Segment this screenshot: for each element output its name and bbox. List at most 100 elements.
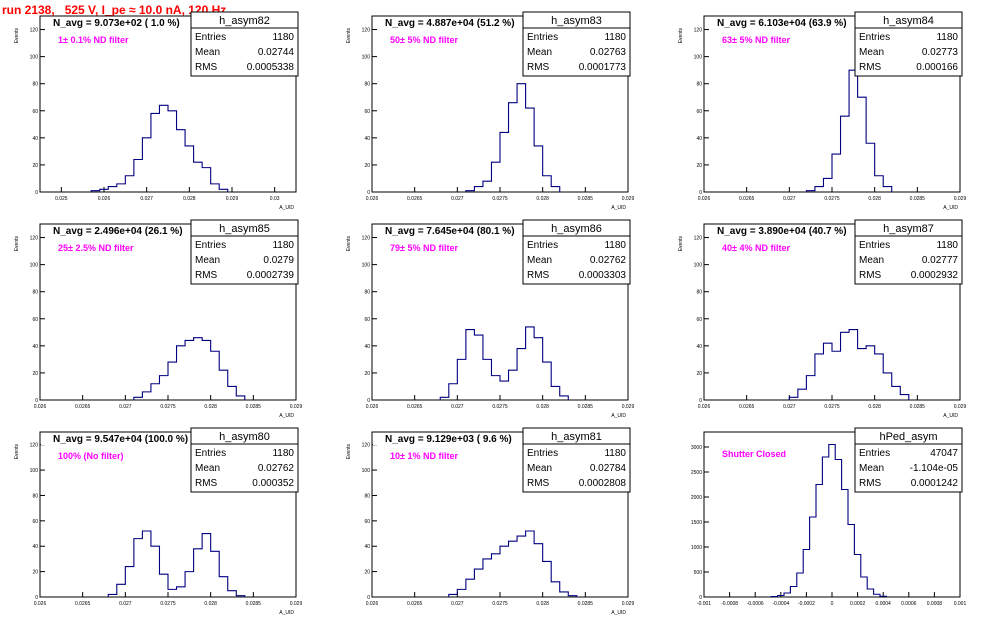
stats-value-entries: 1180 [604, 32, 626, 43]
histogram-name: h_asym80 [219, 431, 270, 443]
y-tick-label: 100 [362, 263, 371, 269]
x-tick-label: 0.028 [536, 601, 549, 607]
stats-label-rms: RMS [527, 62, 550, 73]
y-tick-label: 80 [364, 290, 370, 296]
x-tick-label: 0.0008 [927, 601, 943, 607]
y-tick-label: 120 [362, 28, 371, 34]
y-tick-label: 40 [364, 344, 370, 350]
x-tick-label: 0 [831, 601, 834, 607]
y-tick-label: 0 [699, 398, 702, 404]
histogram-name: h_asym85 [219, 223, 270, 235]
x-tick-label: 0.026 [366, 196, 379, 202]
stats-label-entries: Entries [527, 240, 558, 251]
y-tick-label: 0 [699, 190, 702, 196]
histogram-line [770, 443, 887, 598]
histogram-panel-h_asym81: 0.026 0.0265 0.027 0.0275 0.028 0.0285 0.029 0 2… [346, 427, 635, 616]
stats-label-mean: Mean [859, 47, 884, 58]
x-axis-label: A_UID [943, 413, 958, 419]
stats-box [522, 427, 631, 493]
y-tick-label: 40 [32, 344, 38, 350]
x-tick-label: 0.0285 [246, 404, 262, 410]
x-tick-label: 0.0285 [578, 601, 594, 607]
filter-annotation: 25± 2.5% ND filter [58, 243, 134, 253]
y-tick-label: 80 [696, 290, 702, 296]
x-tick-label: 0.027 [140, 196, 153, 202]
x-tick-label: 0.0265 [75, 404, 91, 410]
stats-box [854, 219, 963, 285]
x-axis-label: A_UID [279, 610, 294, 616]
x-tick-label: 0.029 [622, 601, 635, 607]
stats-value-mean: 0.02762 [590, 255, 627, 266]
stats-value-mean: 0.02762 [258, 463, 295, 474]
stats-value-mean: 0.02744 [258, 47, 295, 58]
x-tick-label: 0.026 [698, 404, 711, 410]
x-tick-label: 0.0265 [75, 601, 91, 607]
histogram-line [133, 337, 246, 400]
stats-value-entries: 1180 [936, 32, 958, 43]
filter-annotation: Shutter Closed [722, 449, 786, 459]
x-tick-label: 0.0285 [578, 196, 594, 202]
stats-box [854, 427, 963, 493]
y-tick-label: 1000 [691, 545, 702, 551]
stats-label-rms: RMS [527, 478, 550, 489]
x-tick-label: 0.028 [204, 601, 217, 607]
title-box [373, 225, 541, 237]
x-tick-label: 0.0275 [160, 601, 176, 607]
title-box [41, 17, 209, 29]
y-tick-label: 120 [30, 28, 39, 34]
y-tick-label: 0 [367, 595, 370, 601]
stats-label-rms: RMS [195, 62, 218, 73]
y-tick-label: 60 [32, 109, 38, 115]
histogram-panel-h_asym82: 0.025 0.026 0.027 0.028 0.029 0.03 0 20 40 60 80 10… [14, 11, 299, 211]
title-box [373, 17, 541, 29]
histogram-line [448, 530, 578, 597]
x-tick-label: 0.03 [270, 196, 280, 202]
stats-label-mean: Mean [195, 463, 220, 474]
y-tick-label: 40 [32, 136, 38, 142]
histogram-title: N_avg = 7.645e+04 (80.1 %) [385, 226, 515, 237]
x-tick-label: 0.0275 [824, 404, 840, 410]
x-axis-label: A_UID [611, 413, 626, 419]
x-tick-label: 0.027 [451, 404, 464, 410]
x-tick-label: 0.0265 [407, 601, 423, 607]
stats-label-entries: Entries [527, 448, 558, 459]
x-tick-label: -0.0006 [747, 601, 764, 607]
x-tick-label: 0.0275 [160, 404, 176, 410]
x-tick-label: 0.026 [366, 601, 379, 607]
stats-value-entries: 1180 [936, 240, 958, 251]
stats-label-mean: Mean [527, 47, 552, 58]
x-tick-label: 0.026 [34, 601, 47, 607]
title-box [41, 433, 209, 445]
stats-label-rms: RMS [859, 62, 882, 73]
x-tick-label: 0.0265 [407, 196, 423, 202]
x-tick-label: -0.0002 [798, 601, 815, 607]
y-tick-label: 0 [367, 398, 370, 404]
stats-value-rms: 0.0001773 [579, 62, 627, 73]
x-tick-label: 0.026 [34, 404, 47, 410]
histogram-name: h_asym86 [551, 223, 602, 235]
y-tick-label: 20 [32, 570, 38, 576]
x-tick-label: 0.0265 [739, 404, 755, 410]
x-tick-label: 0.0275 [492, 404, 508, 410]
stats-box [854, 11, 963, 77]
y-tick-label: 120 [694, 236, 703, 242]
title-box [705, 17, 873, 29]
x-tick-label: -0.0004 [772, 601, 789, 607]
x-tick-label: 0.029 [226, 196, 239, 202]
stats-value-mean: -1.104e-05 [910, 463, 959, 474]
x-axis-label: A_UID [279, 413, 294, 419]
y-tick-label: 120 [694, 28, 703, 34]
stats-label-mean: Mean [859, 255, 884, 266]
histogram-title: N_avg = 4.887e+04 (51.2 %) [385, 18, 515, 29]
y-tick-label: 20 [696, 371, 702, 377]
x-tick-label: 0.0265 [407, 404, 423, 410]
y-axis-label: Events [14, 236, 20, 252]
y-tick-label: 60 [696, 317, 702, 323]
y-tick-label: 120 [362, 443, 371, 449]
stats-value-entries: 1180 [604, 448, 626, 459]
y-tick-label: 100 [694, 55, 703, 61]
stats-value-rms: 0.0003303 [579, 270, 627, 281]
y-tick-label: 60 [32, 519, 38, 525]
stats-value-mean: 0.02784 [590, 463, 627, 474]
y-tick-label: 60 [32, 317, 38, 323]
